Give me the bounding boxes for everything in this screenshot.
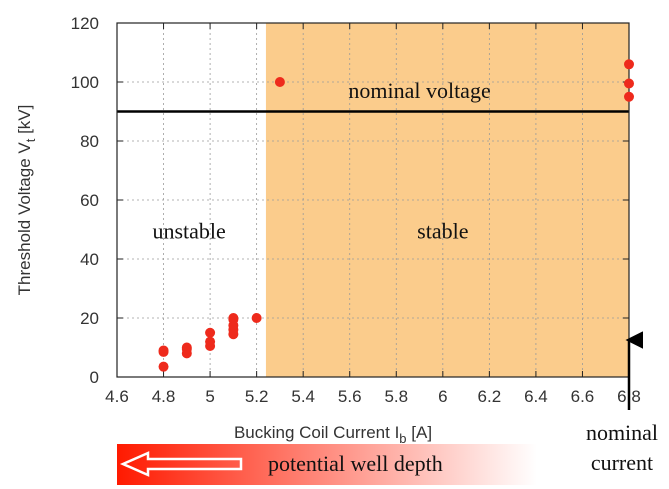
data-point bbox=[624, 59, 634, 70]
stable-region-label: stable bbox=[417, 218, 468, 243]
x-tick-label: 5 bbox=[205, 387, 214, 406]
potential-well-depth-label: potential well depth bbox=[268, 451, 443, 476]
left-arrow-icon bbox=[119, 451, 243, 477]
x-tick-label: 4.6 bbox=[105, 387, 129, 406]
y-tick-label: 120 bbox=[71, 14, 99, 33]
x-tick-label: 5.2 bbox=[245, 387, 269, 406]
data-point bbox=[158, 345, 169, 356]
x-tick-label: 5.4 bbox=[291, 387, 315, 406]
y-tick-label: 40 bbox=[80, 250, 99, 269]
y-tick-label: 80 bbox=[80, 132, 99, 151]
data-point bbox=[205, 327, 216, 338]
x-tick-label: 6.2 bbox=[478, 387, 502, 406]
data-point bbox=[274, 77, 285, 87]
x-axis-title: Bucking Coil Current Ib [A] bbox=[234, 423, 432, 446]
x-tick-label: 4.8 bbox=[152, 387, 176, 406]
nominal-voltage-label: nominal voltage bbox=[348, 78, 490, 103]
data-point bbox=[624, 78, 634, 89]
y-tick-label: 60 bbox=[80, 191, 99, 210]
y-tick-label: 0 bbox=[90, 368, 99, 387]
y-axis-title: Threshold Voltage Vt [kV] bbox=[15, 105, 38, 296]
data-point bbox=[205, 336, 216, 347]
data-point bbox=[228, 313, 239, 323]
data-points bbox=[158, 59, 634, 372]
data-point bbox=[158, 361, 169, 372]
x-tick-label: 6 bbox=[438, 387, 447, 406]
x-tick-label: 6.6 bbox=[571, 387, 595, 406]
grid-lines bbox=[117, 23, 629, 377]
unstable-region-label: unstable bbox=[152, 218, 225, 243]
potential-well-depth-bar bbox=[117, 444, 537, 485]
nominal-current-label-line2: current bbox=[591, 450, 653, 475]
y-tick-label: 20 bbox=[80, 309, 99, 328]
y-tick-label: 100 bbox=[71, 73, 99, 92]
data-point bbox=[624, 91, 634, 102]
x-tick-label: 6.4 bbox=[524, 387, 548, 406]
nominal-current-label-line1: nominal bbox=[586, 420, 658, 445]
x-tick-label: 5.8 bbox=[384, 387, 408, 406]
data-point bbox=[181, 342, 192, 353]
x-tick-label: 5.6 bbox=[338, 387, 362, 406]
data-point bbox=[251, 313, 262, 323]
